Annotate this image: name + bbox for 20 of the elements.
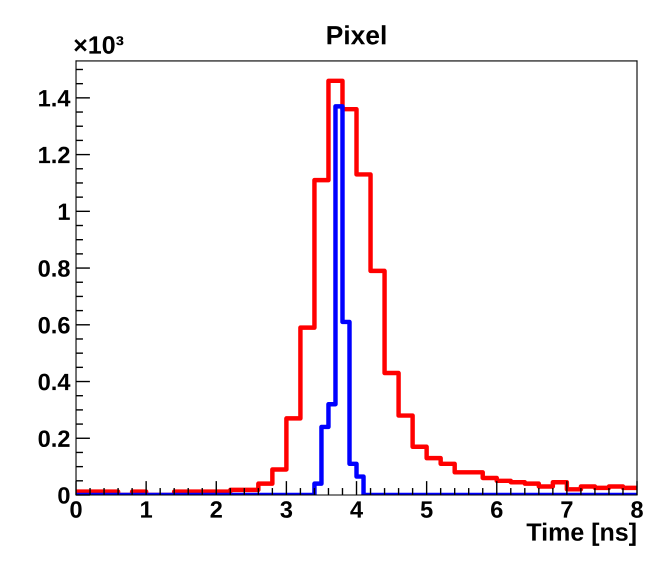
y-tick-label: 1 [58, 204, 70, 220]
y-tick-label: 0.8 [38, 260, 70, 277]
x-tick-label: 6 [491, 501, 502, 518]
y-tick-label: 0.2 [38, 430, 70, 448]
y-tick-label: 1.2 [39, 146, 70, 164]
x-tick-label: 1 [141, 501, 152, 518]
y-tick-label: 0.4 [38, 374, 70, 390]
y-tick-label: 0 [58, 487, 70, 504]
x-axis-title: Time [ns] [526, 522, 636, 546]
y-tick-label: 1.4 [39, 90, 70, 106]
text: ×10³ [74, 36, 124, 54]
x-tick-label: 4 [350, 501, 363, 518]
y-tick-label: 0.6 [38, 316, 70, 334]
x-tick-label: 7 [561, 501, 572, 518]
x-tick-label: 2 [210, 501, 222, 518]
x-tick-label: 5 [420, 501, 433, 518]
x-tick-label: 0 [70, 501, 82, 518]
x-tick-label: 8 [631, 501, 643, 518]
x-tick-label: 3 [280, 501, 292, 518]
chart-title: Pixel [327, 25, 386, 45]
